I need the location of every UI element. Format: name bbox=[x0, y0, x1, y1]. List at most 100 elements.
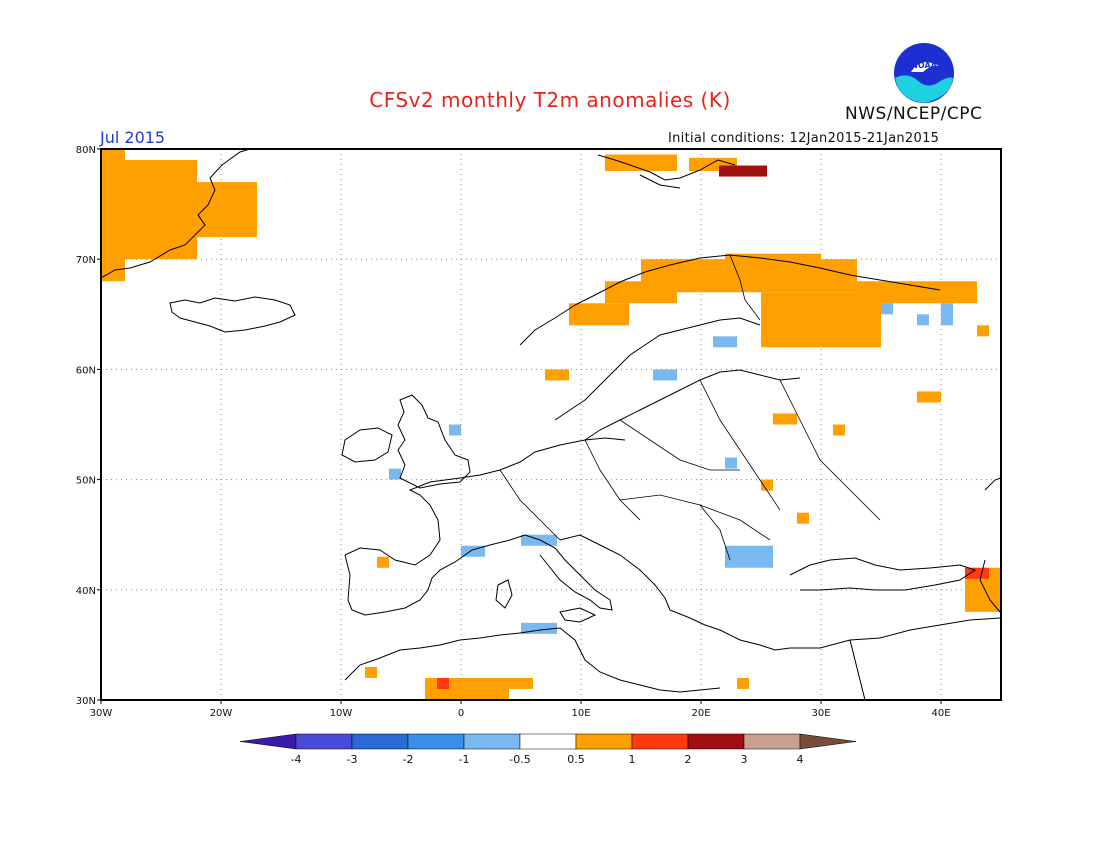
lon-tick-label: 10W bbox=[330, 708, 353, 719]
baltic-coast bbox=[584, 369, 801, 441]
north-africa-coast bbox=[344, 627, 721, 693]
anomaly-cell-russia-small bbox=[737, 677, 749, 689]
adriatic-coast bbox=[559, 534, 671, 611]
anomaly-cell-cool-spots bbox=[917, 314, 929, 326]
turkey-coast bbox=[790, 617, 1001, 649]
anomaly-cell-russia-small bbox=[545, 369, 569, 381]
colorbar-segment bbox=[631, 733, 689, 750]
anomaly-cell-cool-spots bbox=[941, 303, 953, 326]
colorbar-label: -1 bbox=[459, 753, 470, 766]
lat-tick-label: 50N bbox=[76, 476, 96, 487]
colorbar-label: 0.5 bbox=[567, 753, 585, 766]
lat-tick-label: 80N bbox=[76, 145, 96, 156]
colorbar-label: 2 bbox=[685, 753, 692, 766]
anomaly-cell-cool-spots bbox=[521, 622, 557, 634]
anomaly-cell-greenland bbox=[185, 182, 257, 238]
map-frame bbox=[100, 148, 1002, 701]
colorbar-label: 3 bbox=[741, 753, 748, 766]
lon-tick-label: 30W bbox=[90, 708, 113, 719]
colorbar-label: -2 bbox=[403, 753, 414, 766]
colorbar-segment bbox=[743, 733, 801, 750]
colorbar-label: -4 bbox=[291, 753, 302, 766]
greece-coast bbox=[669, 609, 791, 651]
europe-west-coast bbox=[344, 437, 626, 566]
sicily-coast bbox=[559, 607, 597, 623]
anomaly-cell-cool-spots bbox=[461, 545, 485, 557]
anomaly-cell-cool-spots bbox=[725, 457, 737, 469]
anomaly-cell-russia-small bbox=[377, 556, 389, 568]
lon-tick-label: 10E bbox=[571, 708, 590, 719]
anomaly-cell-greenland bbox=[101, 149, 125, 282]
lon-tick-label: 30E bbox=[811, 708, 830, 719]
anomaly-cell-north-africa bbox=[509, 677, 533, 689]
lon-tick-label: 20E bbox=[691, 708, 710, 719]
colorbar-segment bbox=[407, 733, 465, 750]
anomaly-cell-russia-small bbox=[977, 325, 989, 337]
lat-tick-label: 30N bbox=[76, 696, 96, 707]
anomaly-cell-cool-spots bbox=[449, 424, 461, 436]
axis-labels: 30W 20W 10W 0 10E 20E 30E 40E 30N 40N 50N 60N 70N 80N bbox=[76, 145, 951, 719]
noaa-logo: NOAA bbox=[894, 43, 954, 103]
iceland-coast bbox=[169, 296, 296, 333]
levant-coast bbox=[849, 639, 866, 700]
anomaly-cell-scandinavia-north bbox=[857, 281, 977, 304]
lat-tick-label: 60N bbox=[76, 365, 96, 376]
svalbard-coast bbox=[597, 154, 736, 189]
initial-conditions: Initial conditions: 12Jan2015-21Jan2015 bbox=[668, 131, 940, 146]
greenland-coast bbox=[101, 149, 251, 279]
colorbar-segment bbox=[351, 733, 409, 750]
lat-tick-label: 40N bbox=[76, 586, 96, 597]
anomaly-cell-russia-small bbox=[761, 479, 773, 491]
anomaly-cell-russia-small bbox=[833, 424, 845, 436]
anomaly-cell-cool-spots bbox=[713, 336, 737, 348]
sardinia-coast bbox=[495, 579, 513, 609]
colorbar: -4 -3 -2 -1 -0.5 0.5 1 2 3 4 bbox=[239, 733, 857, 766]
colorbar-segment bbox=[687, 733, 745, 750]
anomaly-cell-cool-spots bbox=[725, 545, 773, 568]
colorbar-label: -0.5 bbox=[509, 753, 530, 766]
caspian-coast bbox=[979, 477, 1001, 613]
anomaly-cell-svalbard bbox=[605, 154, 677, 172]
anomaly-cell-scandinavia-north bbox=[725, 253, 821, 271]
country-borders bbox=[499, 254, 881, 561]
anomaly-cell-cool-spots bbox=[653, 369, 677, 381]
anomaly-cell-scandinavia-north bbox=[569, 303, 629, 326]
coastlines bbox=[101, 149, 1001, 700]
colorbar-segment bbox=[463, 733, 521, 750]
agency-label: NWS/NCEP/CPC bbox=[845, 104, 983, 124]
black-sea-coast bbox=[789, 557, 977, 591]
ireland-coast bbox=[341, 427, 393, 463]
anomaly-cell-cool-spots bbox=[521, 534, 557, 546]
lon-tick-label: 20W bbox=[210, 708, 233, 719]
colorbar-label: -3 bbox=[347, 753, 358, 766]
lat-tick-label: 70N bbox=[76, 255, 96, 266]
lon-tick-label: 40E bbox=[931, 708, 950, 719]
anomaly-cell-cool-spots bbox=[881, 303, 893, 315]
italy-coast bbox=[471, 534, 613, 611]
colorbar-segment bbox=[519, 733, 577, 750]
anomaly-cell-svalbard-east bbox=[719, 165, 767, 177]
anomaly-cell-russia-small bbox=[797, 512, 809, 524]
anomaly-cell-russia-small bbox=[917, 391, 941, 403]
lon-tick-label: 0 bbox=[458, 708, 464, 719]
map-title: CFSv2 monthly T2m anomalies (K) bbox=[369, 88, 731, 112]
britain-coast bbox=[397, 394, 471, 489]
anomaly-cell-russia-small bbox=[365, 666, 377, 678]
colorbar-segment bbox=[575, 733, 633, 750]
forecast-month: Jul 2015 bbox=[100, 128, 166, 147]
anomaly-cell-russia-small bbox=[773, 413, 797, 425]
iberia-coast bbox=[344, 549, 473, 616]
colorbar-segment bbox=[295, 733, 353, 750]
sweden-coast bbox=[554, 317, 761, 421]
colorbar-arrow-high bbox=[799, 733, 857, 750]
anomaly-cell-north-africa-hot bbox=[437, 677, 449, 689]
norway-coast bbox=[519, 254, 941, 346]
anomaly-cell-cool-spots bbox=[389, 468, 401, 480]
colorbar-label: 1 bbox=[629, 753, 636, 766]
anomaly-cell-caucasus-hot bbox=[965, 567, 989, 579]
colorbar-arrow-low bbox=[239, 733, 297, 750]
anomaly-cells bbox=[101, 149, 1001, 700]
colorbar-label: 4 bbox=[797, 753, 804, 766]
svg-text:NOAA: NOAA bbox=[911, 61, 937, 70]
